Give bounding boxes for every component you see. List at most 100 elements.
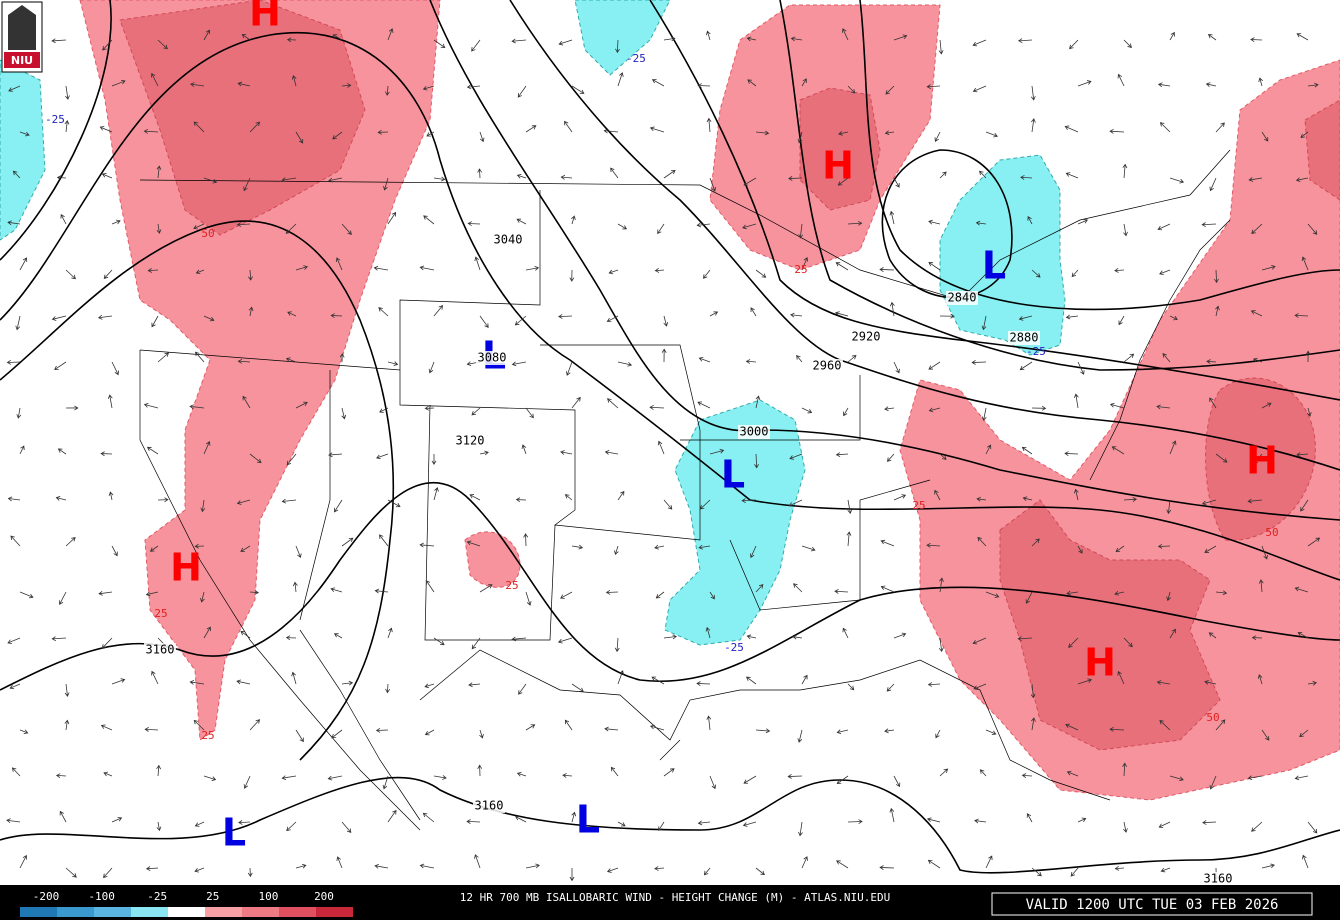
wind-arrow <box>842 627 849 639</box>
wind-arrow <box>569 269 575 282</box>
wind-arrow <box>6 359 21 365</box>
wind-arrow <box>479 131 485 143</box>
wind-arrow <box>1114 866 1125 871</box>
wind-arrow <box>332 131 343 140</box>
wind-arrow <box>330 587 343 593</box>
wind-arrow <box>886 453 895 462</box>
wind-arrow <box>103 269 113 280</box>
wind-arrow <box>558 314 573 319</box>
wind-arrow <box>1073 393 1079 409</box>
wind-arrow <box>240 545 251 552</box>
scale-swatch <box>20 907 57 917</box>
wind-arrow <box>1247 775 1263 781</box>
wind-arrow <box>1252 357 1263 363</box>
wind-arrow <box>979 170 987 179</box>
wind-arrow <box>1109 402 1125 409</box>
wind-arrow <box>893 775 901 788</box>
wind-arrow <box>1307 82 1319 88</box>
wind-arrow <box>1251 635 1263 641</box>
label-bg <box>1202 872 1234 886</box>
wind-arrow <box>788 176 803 181</box>
wind-arrow <box>1118 315 1125 326</box>
wind-arrow <box>156 764 162 777</box>
wind-arrow <box>1202 820 1217 825</box>
wind-arrow <box>1025 591 1033 604</box>
height-label: 2920 <box>852 330 881 344</box>
height-label: 3160 <box>1204 872 1233 886</box>
wind-arrow <box>972 637 987 645</box>
wind-arrow <box>103 771 113 777</box>
wind-arrow <box>1031 538 1040 547</box>
wind-arrow <box>928 261 941 271</box>
wind-arrow <box>1300 131 1309 138</box>
scale-swatch <box>316 907 353 917</box>
wind-arrow <box>471 637 481 650</box>
wind-arrow <box>617 72 624 87</box>
wind-arrow <box>755 395 761 409</box>
wind-arrow <box>12 170 21 179</box>
scale-swatch <box>242 907 279 917</box>
wind-arrow <box>750 545 757 559</box>
wind-arrow <box>979 769 987 777</box>
wind-arrow <box>1031 118 1036 133</box>
wind-arrow <box>926 542 941 548</box>
wind-arrow <box>792 634 803 640</box>
wind-arrow <box>525 125 537 133</box>
wind-arrow <box>755 867 765 876</box>
wind-arrow <box>608 269 619 275</box>
wind-arrow <box>884 130 895 136</box>
wind-arrow <box>790 36 803 42</box>
wind-arrow <box>111 361 119 376</box>
wind-arrow <box>249 590 260 595</box>
rise-label: 25 <box>154 607 167 620</box>
wind-arrow <box>617 490 625 501</box>
wind-arrow <box>1208 632 1217 639</box>
wind-arrow <box>151 72 159 87</box>
wind-arrow <box>847 683 855 691</box>
wind-arrow <box>838 130 849 136</box>
wind-arrow <box>893 494 907 501</box>
wind-arrow <box>663 315 669 327</box>
wind-arrow <box>102 39 113 51</box>
wind-arrow <box>835 452 849 457</box>
wind-arrow <box>985 729 997 736</box>
wind-arrow <box>1159 269 1171 275</box>
wind-arrow <box>194 867 205 873</box>
wind-arrow <box>1250 37 1263 43</box>
wind-arrow <box>149 545 159 552</box>
wind-arrow <box>696 222 711 228</box>
wind-arrow <box>65 537 76 547</box>
logo-text: NIU <box>11 54 33 67</box>
wind-arrow <box>746 36 757 42</box>
wind-arrow <box>1215 122 1225 133</box>
wind-arrow <box>379 407 389 413</box>
wind-arrow <box>709 775 717 790</box>
wind-arrow <box>518 683 527 695</box>
wind-arrow <box>108 491 114 501</box>
wind-arrow <box>65 405 79 411</box>
wind-arrow <box>1159 122 1171 133</box>
wind-arrow <box>1301 256 1309 271</box>
wind-arrow <box>879 865 895 870</box>
wind-arrow <box>927 859 941 869</box>
rise-label: 50 <box>1265 526 1278 539</box>
wind-arrow <box>801 257 809 271</box>
high-center: H <box>1246 439 1278 483</box>
wind-arrow <box>327 775 343 781</box>
height-label: 2880 <box>1010 331 1039 345</box>
wind-arrow <box>985 444 992 455</box>
wind-arrow <box>1027 216 1033 225</box>
wind-arrow <box>1201 499 1217 506</box>
wind-arrow <box>341 83 352 88</box>
wind-arrow <box>424 683 435 689</box>
wind-arrow <box>606 398 619 409</box>
wind-arrow <box>1031 269 1041 278</box>
wind-arrow <box>893 34 908 41</box>
wind-arrow <box>1068 637 1079 648</box>
wind-arrow <box>111 79 126 87</box>
wind-arrow <box>335 257 343 271</box>
fall-label: -25 <box>1026 345 1046 358</box>
wind-arrow <box>743 775 757 784</box>
high-center: H <box>249 0 281 35</box>
rise-label: 25 <box>505 579 518 592</box>
